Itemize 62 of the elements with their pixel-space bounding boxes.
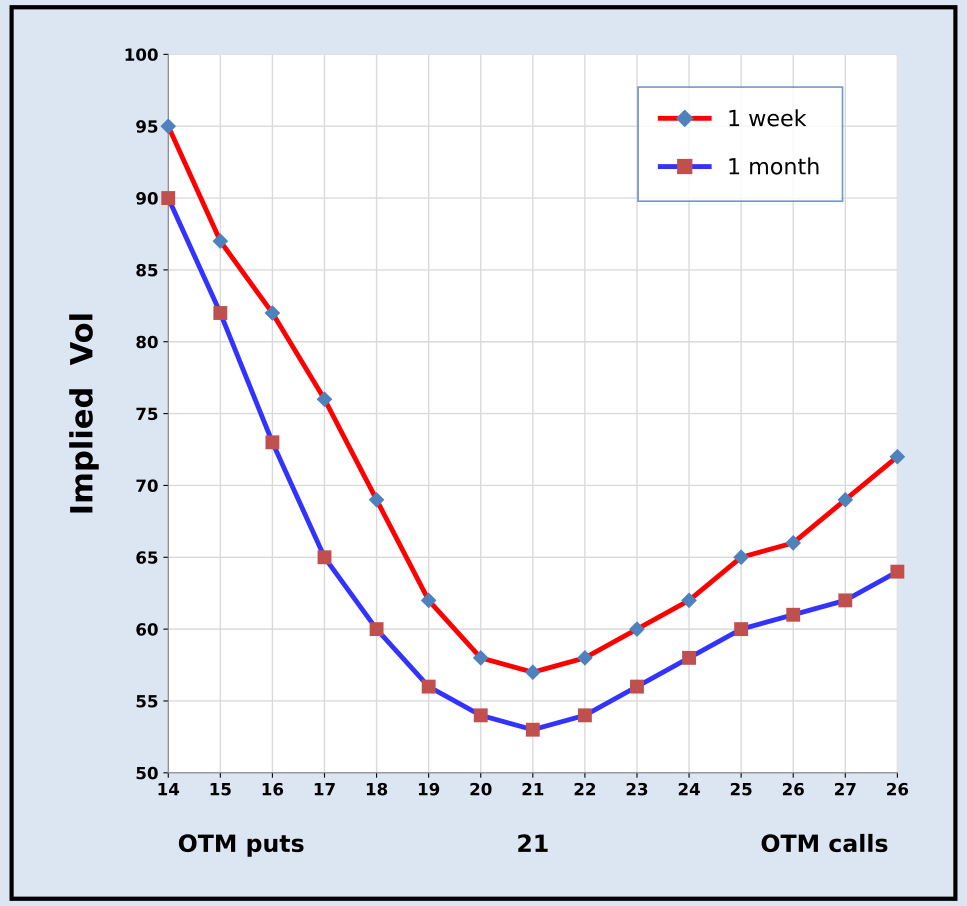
text: 21 bbox=[518, 834, 548, 852]
x-tick-label: 17 bbox=[314, 783, 335, 796]
point bbox=[786, 608, 800, 622]
x-tick-label: 18 bbox=[366, 782, 388, 796]
point bbox=[785, 535, 802, 551]
x-tick-label: 26 bbox=[887, 782, 908, 796]
y-tick-label: 80 bbox=[136, 336, 158, 348]
legend-label: 1 week bbox=[729, 109, 806, 126]
point bbox=[370, 622, 384, 636]
y-tick-label: 50 bbox=[136, 766, 158, 780]
x-tick-label: 15 bbox=[210, 783, 231, 796]
x-tick-label: 26 bbox=[782, 782, 804, 796]
point bbox=[526, 722, 540, 737]
point bbox=[472, 650, 489, 666]
x-tick-label: 21 bbox=[522, 782, 544, 796]
point bbox=[630, 680, 644, 694]
text: OTM calls bbox=[762, 834, 888, 852]
x-tick-label: 22 bbox=[574, 782, 596, 796]
y-tick-label: 75 bbox=[136, 408, 158, 420]
y-tick-label: 60 bbox=[136, 623, 158, 636]
point bbox=[890, 564, 904, 579]
x-tick-label: 16 bbox=[262, 782, 284, 796]
point bbox=[578, 708, 592, 722]
y-tick-label: 95 bbox=[136, 120, 158, 133]
x-tick-label: 14 bbox=[158, 783, 180, 796]
point bbox=[734, 622, 748, 636]
point bbox=[629, 621, 645, 637]
x-tick-label: 20 bbox=[470, 782, 492, 796]
point bbox=[213, 306, 228, 320]
x-tick-label: 19 bbox=[418, 782, 440, 796]
point bbox=[212, 233, 228, 250]
y-tick-label: 90 bbox=[136, 192, 158, 205]
point bbox=[368, 492, 384, 508]
point bbox=[837, 492, 854, 508]
y-tick-label: 55 bbox=[136, 695, 158, 708]
point bbox=[890, 448, 906, 465]
y-tick-label: 65 bbox=[136, 551, 158, 564]
point bbox=[422, 680, 436, 694]
y-axis-title: Implied Vol bbox=[69, 314, 99, 512]
point bbox=[682, 650, 696, 665]
y-tick-label: 100 bbox=[126, 48, 158, 61]
x-tick-label: 27 bbox=[835, 782, 856, 796]
point bbox=[160, 118, 176, 134]
point bbox=[318, 550, 332, 564]
point bbox=[733, 549, 749, 566]
x-tick-label: 23 bbox=[626, 782, 648, 796]
point bbox=[577, 650, 593, 666]
x-tick-label: 24 bbox=[678, 782, 700, 796]
point bbox=[161, 191, 176, 205]
point bbox=[420, 592, 437, 608]
x-tick-label: 25 bbox=[730, 782, 752, 796]
point bbox=[316, 391, 332, 408]
point bbox=[838, 593, 852, 608]
point bbox=[681, 592, 697, 608]
y-tick-label: 70 bbox=[136, 479, 158, 492]
point bbox=[264, 305, 280, 321]
point bbox=[474, 708, 488, 722]
y-tick-label: 85 bbox=[136, 264, 158, 276]
text: OTM puts bbox=[178, 834, 304, 857]
legend-label: 1 month bbox=[729, 157, 818, 175]
point bbox=[524, 664, 541, 680]
point bbox=[265, 435, 280, 450]
